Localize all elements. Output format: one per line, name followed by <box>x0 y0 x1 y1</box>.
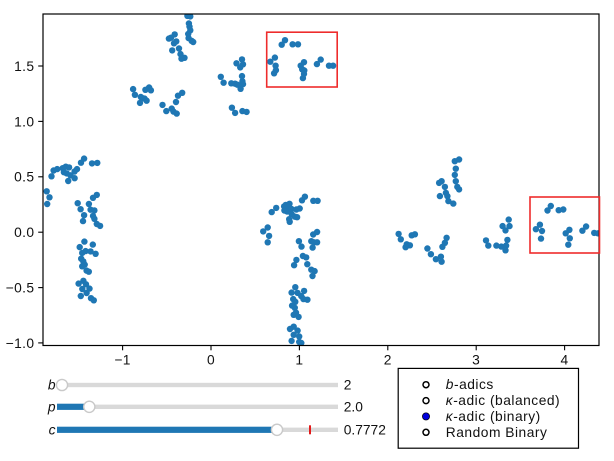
svg-text:p: p <box>47 399 56 414</box>
svg-text:κ-adic (balanced): κ-adic (balanced) <box>446 393 560 408</box>
svg-text:0: 0 <box>207 353 215 368</box>
svg-text:2.0: 2.0 <box>344 399 364 414</box>
svg-text:3: 3 <box>472 353 480 368</box>
svg-text:2: 2 <box>344 378 352 393</box>
svg-text:0.5: 0.5 <box>14 170 34 185</box>
svg-text:0.7772: 0.7772 <box>344 422 386 437</box>
svg-text:1.0: 1.0 <box>14 114 34 129</box>
svg-text:−0.5: −0.5 <box>6 281 35 296</box>
svg-text:1: 1 <box>295 353 303 368</box>
svg-text:κ-adic (binary): κ-adic (binary) <box>446 409 541 424</box>
svg-text:−1.0: −1.0 <box>6 336 35 351</box>
svg-text:b: b <box>48 378 56 393</box>
svg-text:2: 2 <box>384 353 392 368</box>
svg-text:b-adics: b-adics <box>446 377 494 392</box>
svg-text:c: c <box>49 422 56 437</box>
svg-text:−1: −1 <box>114 353 131 368</box>
svg-text:4: 4 <box>561 353 569 368</box>
svg-text:1.5: 1.5 <box>14 59 34 74</box>
svg-text:0.0: 0.0 <box>14 225 34 240</box>
svg-text:Random Binary: Random Binary <box>446 425 548 440</box>
